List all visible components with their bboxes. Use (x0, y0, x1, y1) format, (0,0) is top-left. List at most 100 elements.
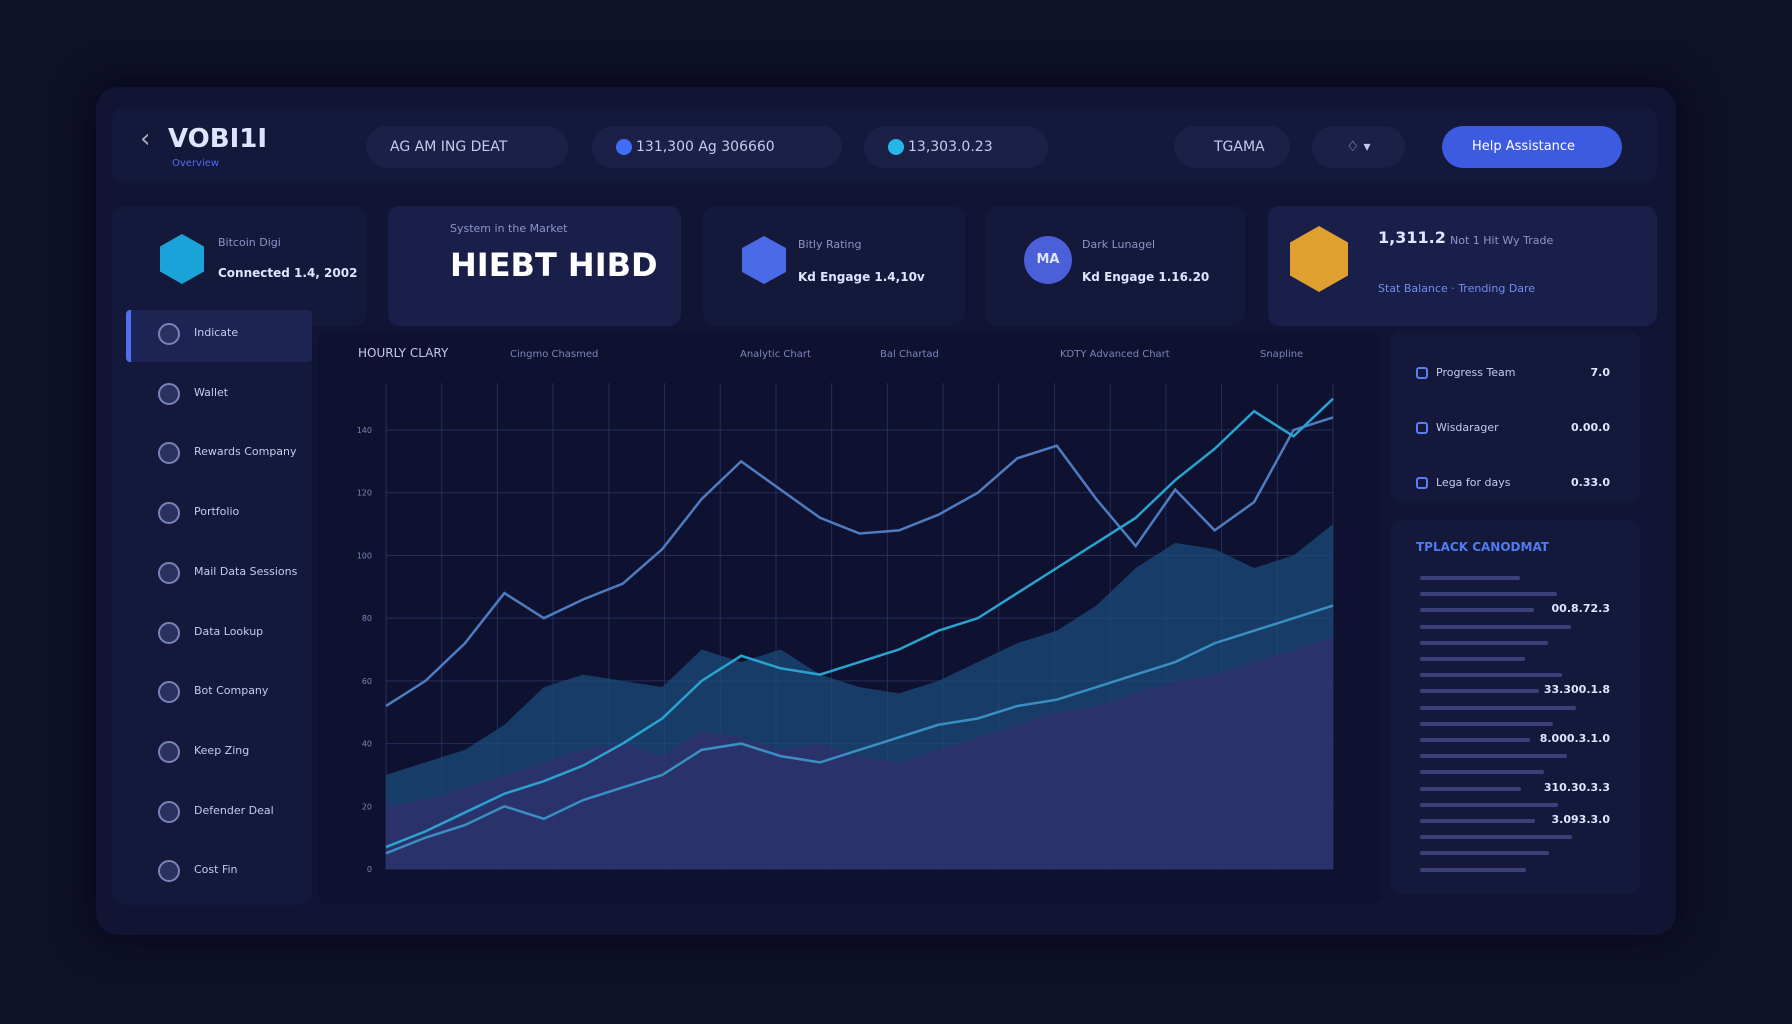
y-tick-label: 120 (357, 489, 372, 498)
help-button[interactable]: Help Assistance (1442, 126, 1622, 168)
chart-control: Bal Chartad (880, 349, 939, 360)
nav-icon (158, 382, 180, 405)
nav-icon (158, 561, 180, 584)
line (385, 397, 1334, 849)
card-value: 1,311.2 (1378, 228, 1446, 247)
ledger-row (1420, 754, 1567, 759)
line (385, 416, 1334, 708)
card-title: Bitly Rating (798, 238, 862, 251)
back-button[interactable]: ‹ (140, 124, 151, 154)
card-title: Bitcoin Digi (218, 236, 281, 249)
chart-title: HOURLY CLARY (358, 346, 449, 360)
notifications[interactable]: ♢ ▾ (1312, 126, 1405, 168)
stat-label: Lega for days (1436, 476, 1511, 489)
brand: VOBI1I (168, 124, 268, 154)
ledger-value: 3.093.3.0 (1551, 813, 1610, 826)
ledger-value: 8.000.3.1.0 (1539, 732, 1610, 745)
stat-label: Wisdarager (1436, 421, 1499, 434)
nav-item[interactable]: Wallet (194, 385, 229, 399)
chart-control: Analytic Chart (740, 349, 811, 360)
ledger-row (1420, 721, 1553, 726)
chart-control: Cingmo Chasmed (510, 349, 598, 360)
ledger-row (1420, 705, 1576, 710)
nav-item[interactable]: Data Lookup (194, 624, 264, 638)
icon (616, 139, 632, 155)
card-subtitle: Connected 1.4, 2002 (218, 266, 358, 280)
card-text: Not 1 Hit Wy Trade (1450, 234, 1554, 247)
card-title: Dark Lunagel (1082, 238, 1156, 251)
ledger-row (1420, 738, 1530, 742)
stats-panel (1390, 331, 1640, 503)
icon (888, 139, 904, 155)
nav-item[interactable]: Mail Data Sessions (194, 564, 298, 578)
ledger-row (1420, 835, 1572, 840)
nav-item[interactable]: Portfolio (194, 505, 240, 519)
sidebar (112, 306, 312, 905)
y-tick-label: 80 (362, 614, 372, 623)
stat-icon (1416, 422, 1428, 434)
nav-item[interactable]: Bot Company (194, 684, 269, 698)
nav-item[interactable]: Keep Zing (194, 743, 250, 757)
nav-icon (158, 323, 180, 345)
nav-icon (158, 442, 180, 465)
stat-icon (1416, 367, 1428, 379)
ledger-value: 310.30.3.3 (1543, 780, 1610, 794)
ledger-title: TPLACK CANODMAT (1416, 540, 1549, 554)
area (386, 636, 1333, 869)
ledger-row (1420, 689, 1539, 694)
ledger-row (1420, 624, 1571, 629)
nav-item[interactable]: Cost Fin (194, 863, 238, 877)
card-subtitle: Kd Engage 1.4,10v (798, 270, 925, 284)
ledger-row (1420, 657, 1525, 661)
ledger-value: 33.300.1.8 (1543, 683, 1610, 697)
card-headline: HIEBT HIBD (450, 246, 658, 284)
card (388, 206, 681, 326)
stat-value: 0.33.0 (1571, 476, 1610, 489)
ledger-value: 00.8.72.3 (1551, 602, 1610, 616)
y-tick-label: 60 (362, 677, 372, 686)
ledger-row (1420, 819, 1535, 823)
chart-control: KDTY Advanced Chart (1060, 349, 1170, 360)
y-tick-label: 100 (357, 551, 372, 560)
nav-item[interactable]: Indicate (194, 326, 239, 339)
ledger-row (1420, 786, 1521, 791)
chart-control: Snapline (1260, 349, 1303, 360)
ledger-row (1420, 608, 1534, 613)
nav-icon (158, 740, 180, 763)
y-tick-label: 140 (357, 426, 372, 435)
ledger-row (1420, 576, 1520, 580)
stat-icon (1416, 477, 1428, 489)
y-tick-label: 0 (367, 865, 372, 874)
nav-item[interactable]: Rewards Company (194, 445, 297, 459)
stat-label: Progress Team (1436, 366, 1516, 379)
nav-item[interactable]: Defender Deal (194, 803, 274, 817)
nav-icon (158, 681, 180, 704)
ledger-row (1420, 851, 1549, 856)
nav-icon (158, 621, 180, 644)
nav-icon (158, 860, 180, 883)
pill[interactable]: AG AM ING DEAT (366, 126, 568, 168)
line (385, 604, 1334, 855)
card-subtitle: Kd Engage 1.16.20 (1082, 270, 1210, 284)
nav-icon (158, 502, 180, 525)
card-detail: Stat Balance · Trending Dare (1378, 282, 1536, 295)
ledger-row (1420, 640, 1548, 645)
active-item (126, 310, 312, 362)
ledger-row (1420, 673, 1562, 678)
ledger-row (1420, 592, 1557, 597)
badge: MA (1024, 236, 1072, 284)
ledger-row (1420, 770, 1544, 775)
y-tick-label: 40 (362, 740, 372, 749)
y-tick-label: 20 (362, 802, 372, 811)
stat-value: 7.0 (1590, 366, 1611, 379)
stat-value: 0.00.0 (1571, 421, 1610, 434)
ledger-row (1420, 867, 1526, 872)
ledger-row (1420, 802, 1558, 807)
search[interactable]: TGAMA (1174, 126, 1290, 168)
brand-subtitle: Overview (172, 158, 220, 169)
nav-icon (158, 800, 180, 823)
pill[interactable]: 131,300 Ag 306660 (592, 126, 842, 168)
card-caption: System in the Market (450, 222, 568, 235)
